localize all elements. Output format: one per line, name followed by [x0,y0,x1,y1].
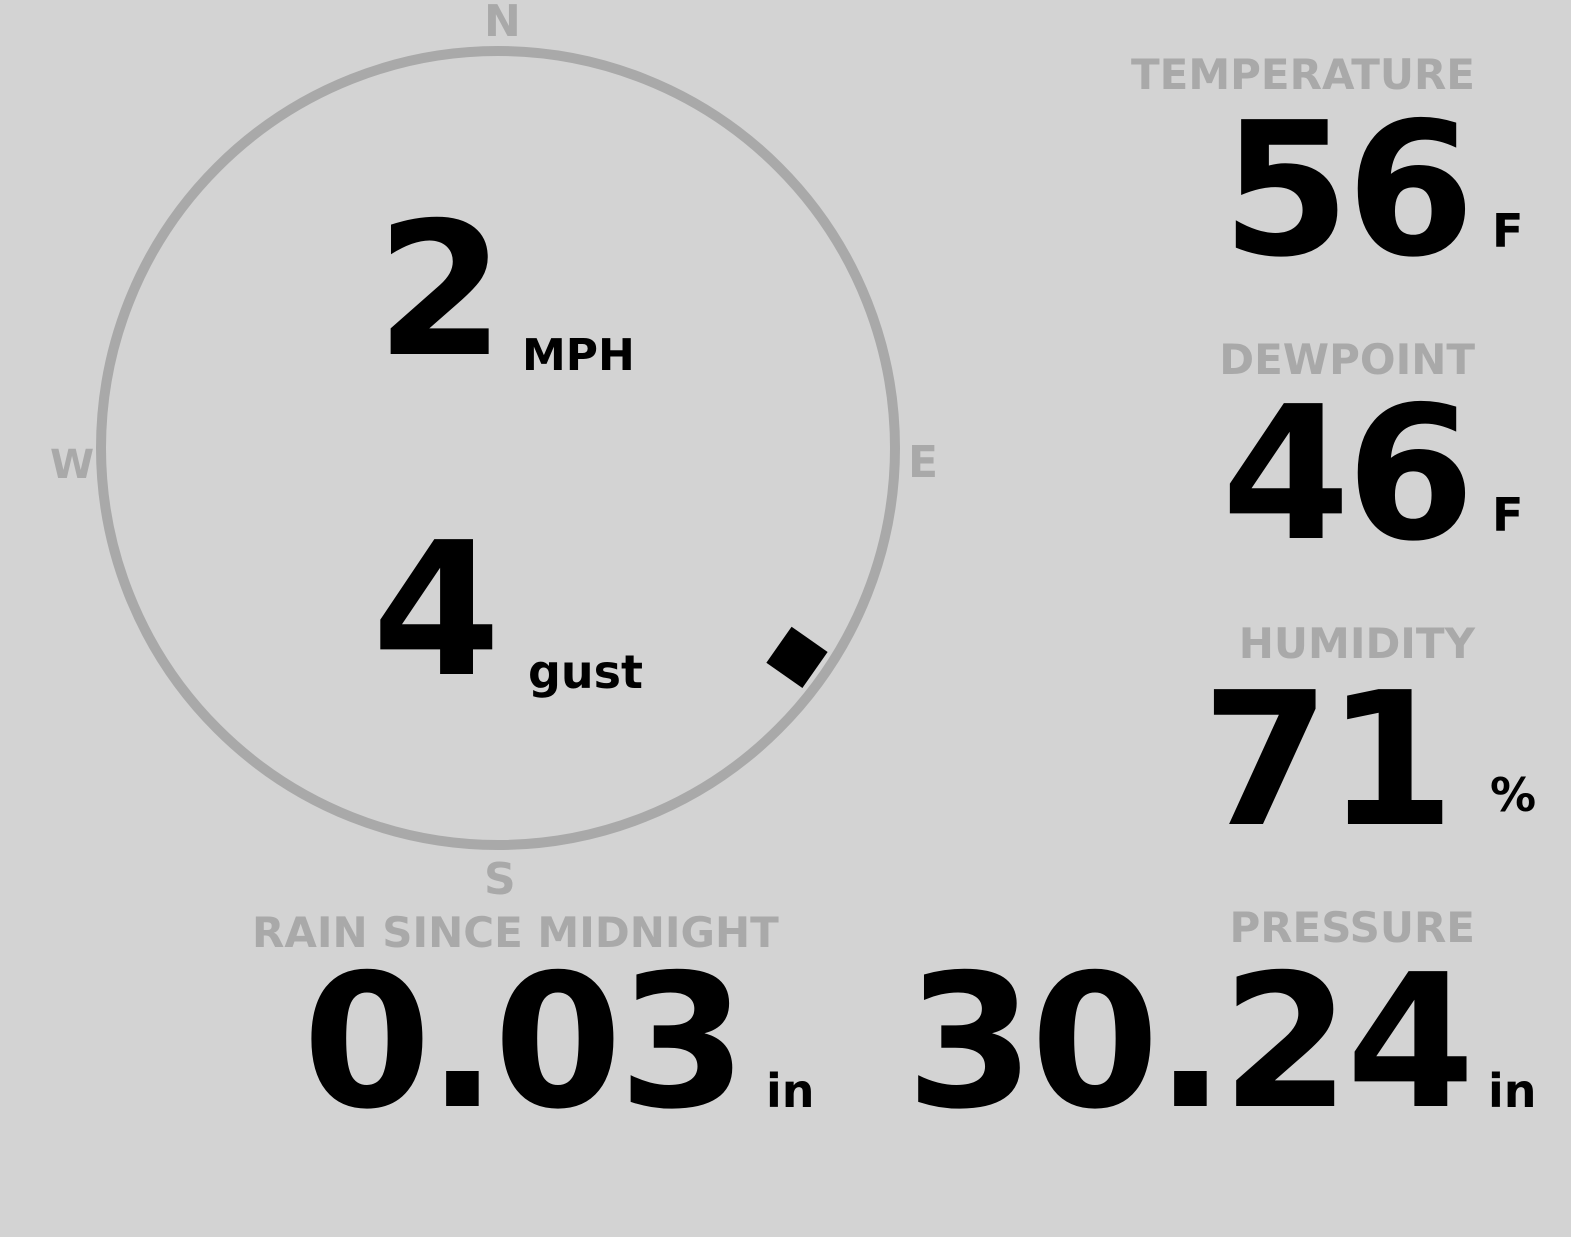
wind-direction-marker [766,626,828,688]
pressure-value: 30.24 [905,934,1475,1150]
rain-label: RAIN SINCE MIDNIGHT [252,908,779,957]
dewpoint-value: 46 [1221,366,1475,582]
temperature-label: TEMPERATURE [1131,50,1475,99]
temperature-value: 56 [1221,82,1475,298]
humidity-unit: % [1490,768,1537,822]
rain-unit: in [766,1064,815,1118]
wind-speed-unit: MPH [522,330,635,381]
dewpoint-unit: F [1492,488,1524,542]
compass-west: W [50,442,95,488]
wind-gust: 4 [372,502,501,718]
temperature-unit: F [1492,204,1524,258]
wind-speed: 2 [376,182,505,398]
humidity-label: HUMIDITY [1238,619,1475,668]
compass-north: N [484,0,521,47]
wind-gust-unit: gust [528,645,644,699]
dewpoint-label: DEWPOINT [1219,335,1475,384]
compass-south: S [484,854,516,905]
pressure-label: PRESSURE [1229,903,1475,952]
humidity-value: 71 [1201,652,1455,868]
compass-east: E [908,437,939,488]
pressure-unit: in [1488,1064,1537,1118]
rain-value: 0.03 [302,934,747,1150]
